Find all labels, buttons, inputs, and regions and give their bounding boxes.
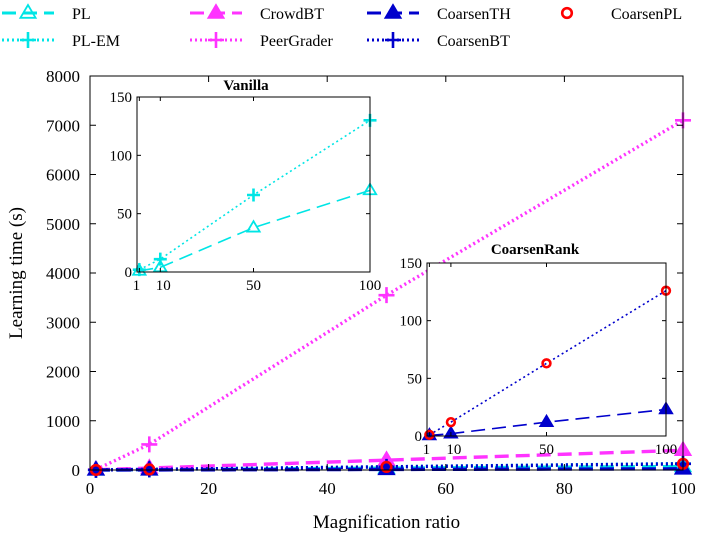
main-series-peergrader-point bbox=[378, 287, 395, 304]
vanilla-series-pl-em-point bbox=[153, 252, 167, 266]
main-x-tick-label: 20 bbox=[200, 479, 217, 498]
main-y-tick-label: 3000 bbox=[46, 313, 80, 332]
main-x-tick-label: 0 bbox=[86, 479, 95, 498]
coarsen-x-tick-label: 10 bbox=[446, 442, 461, 458]
legend-coarsenth-label: CoarsenTH bbox=[437, 6, 511, 23]
legend-pl-label: PL bbox=[72, 6, 91, 23]
main-y-tick-label: 0 bbox=[72, 461, 81, 480]
main-x-tick-label: 80 bbox=[556, 479, 573, 498]
vanilla-series-pl-point bbox=[245, 219, 262, 233]
legend-item-coarsenth: CoarsenTH bbox=[367, 3, 511, 23]
legend-item-peergrader: PeerGrader bbox=[190, 32, 334, 50]
legend-item-pl: PL bbox=[2, 3, 91, 23]
legend-item-pl-em: PL-EM bbox=[2, 32, 120, 50]
legend-coarsenbt-marker bbox=[385, 32, 401, 48]
vanilla-inset: 1 10 50 100 0 50 100 150 Vanilla bbox=[110, 78, 382, 294]
vanilla-y-tick-label: 100 bbox=[110, 148, 133, 164]
legend-peergrader-marker bbox=[208, 32, 224, 48]
coarsen-title: CoarsenRank bbox=[491, 242, 580, 258]
legend-pl-em-marker bbox=[20, 32, 36, 48]
main-x-axis-label: Magnification ratio bbox=[313, 512, 460, 533]
coarsen-series-coarsenbt-line bbox=[428, 289, 667, 436]
legend-crowdbt-marker bbox=[206, 3, 226, 19]
legend-pl-em-label: PL-EM bbox=[72, 33, 120, 50]
main-series-peergrader-point bbox=[141, 436, 158, 453]
legend-item-coarsenbt: CoarsenBT bbox=[367, 32, 510, 50]
main-series-coarsenpl-point bbox=[143, 463, 156, 476]
main-chart: 0 20 40 60 80 1000100020003000400050006000700… bbox=[6, 67, 696, 533]
main-y-tick-label: 8000 bbox=[46, 67, 80, 86]
vanilla-y-tick-label: 150 bbox=[110, 90, 133, 106]
main-y-tick-label: 4000 bbox=[46, 264, 80, 283]
vanilla-y-tick-label: 0 bbox=[125, 265, 133, 281]
coarsen-x-tick-label: 100 bbox=[655, 442, 678, 458]
vanilla-background bbox=[137, 97, 370, 272]
vanilla-x-tick-label: 10 bbox=[156, 278, 171, 294]
vanilla-title: Vanilla bbox=[223, 78, 269, 94]
legend-coarsenpl-marker bbox=[560, 6, 574, 20]
legend-item-coarsenpl: CoarsenPL bbox=[560, 6, 682, 23]
main-y-tick-label: 2000 bbox=[46, 363, 80, 382]
coarsen-x-tick-label: 50 bbox=[539, 442, 554, 458]
main-series-coarsenpl-point bbox=[380, 460, 393, 473]
legend-item-crowdbt: CrowdBT bbox=[190, 3, 324, 23]
main-y-tick-label: 6000 bbox=[46, 166, 80, 185]
legend: PL CrowdBT CoarsenTH CoarsenPL PL-EM PeerGrad… bbox=[2, 3, 682, 50]
legend-crowdbt-label: CrowdBT bbox=[260, 6, 324, 23]
legend-pl-marker bbox=[18, 3, 38, 19]
vanilla-series-pl-line bbox=[139, 189, 371, 272]
coarsen-y-tick-label: 100 bbox=[400, 314, 423, 330]
coarsen-y-tick-label: 50 bbox=[407, 371, 422, 387]
main-x-tick-label: 40 bbox=[319, 479, 336, 498]
coarsen-series-coarsenpl-point bbox=[541, 358, 552, 369]
coarsen-x-tick-label: 1 bbox=[423, 442, 431, 458]
main-x-tick-label: 100 bbox=[670, 479, 696, 498]
coarsen-series-coarsenpl-point bbox=[424, 429, 435, 441]
main-series-peergrader-line bbox=[95, 118, 684, 472]
coarsen-y-tick-label: 150 bbox=[400, 256, 423, 272]
coarsen-inset: 1 10 50 100 0 50 100 150 CoarsenRank bbox=[400, 242, 678, 458]
vanilla-y-tick-label: 50 bbox=[117, 207, 132, 223]
main-x-tick-label: 60 bbox=[437, 479, 454, 498]
vanilla-x-tick-label: 50 bbox=[246, 278, 261, 294]
legend-peergrader-label: PeerGrader bbox=[260, 33, 334, 50]
main-y-tick-label: 7000 bbox=[46, 116, 80, 135]
main-y-tick-label: 5000 bbox=[46, 215, 80, 234]
legend-coarsenbt-label: CoarsenBT bbox=[437, 33, 510, 50]
coarsen-y-tick-label: 0 bbox=[415, 429, 423, 445]
legend-coarsenth-marker bbox=[383, 3, 403, 19]
main-y-tick-label: 1000 bbox=[46, 412, 80, 431]
vanilla-series-pl-em-line bbox=[138, 119, 371, 271]
vanilla-series-pl-em-point bbox=[247, 188, 260, 202]
vanilla-x-tick-label: 100 bbox=[359, 278, 382, 294]
vanilla-x-tick-label: 1 bbox=[133, 278, 141, 294]
coarsen-series-coarsenth-line bbox=[429, 408, 667, 437]
coarsen-series-coarsenth-point bbox=[538, 413, 555, 427]
coarsen-background bbox=[427, 263, 666, 436]
main-y-axis-label: Learning time (s) bbox=[6, 207, 27, 339]
coarsen-series-coarsenpl-point bbox=[445, 416, 457, 428]
legend-coarsenpl-label: CoarsenPL bbox=[611, 6, 682, 23]
